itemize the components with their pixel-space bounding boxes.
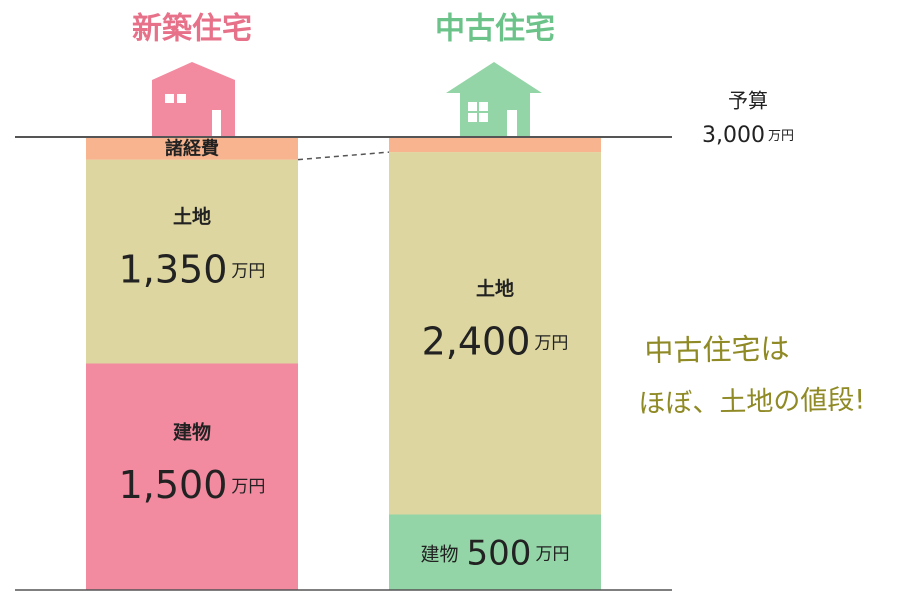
value-number: 2,400 xyxy=(422,319,531,363)
segment-name: 諸経費 xyxy=(165,137,219,159)
segment-name: 土地 xyxy=(476,277,514,300)
value-label: 1,350 万円 xyxy=(119,247,266,291)
bar-segment xyxy=(86,363,298,590)
annotation: 中古住宅は xyxy=(644,331,790,368)
bar-segment xyxy=(86,159,298,364)
annotation: ほぼ、土地の値段! xyxy=(638,385,865,420)
value-label: 1,500 万円 xyxy=(119,462,266,506)
category-title: 中古住宅 xyxy=(435,12,555,47)
bar-segment xyxy=(86,137,298,160)
value-label: 建物 500 万円 xyxy=(421,533,570,573)
value-number: 1,350 xyxy=(119,247,228,291)
value-unit: 万円 xyxy=(231,262,265,282)
value-label: 2,400 万円 xyxy=(422,319,569,363)
category-title: 新築住宅 xyxy=(132,12,252,47)
bar-segment xyxy=(389,514,601,590)
segment-name: 土地 xyxy=(173,205,211,228)
budget-unit: 万円 xyxy=(768,129,794,144)
budget-number: 3,000 xyxy=(702,123,765,148)
value-unit: 万円 xyxy=(231,477,265,497)
house-new xyxy=(152,62,235,137)
bar-segment xyxy=(389,152,601,515)
segment-name: 建物 xyxy=(421,543,459,565)
value-number: 1,500 xyxy=(119,462,228,506)
value-number: 500 xyxy=(467,533,532,573)
connector xyxy=(297,151,390,161)
budget-value: 3,000 万円 xyxy=(702,123,794,148)
budget-label: 予算 xyxy=(728,89,768,113)
value-unit: 万円 xyxy=(534,333,568,353)
segment-name: 建物 xyxy=(173,420,211,443)
house-used xyxy=(446,62,542,137)
bar-segment xyxy=(389,137,601,153)
value-unit: 万円 xyxy=(535,544,569,564)
